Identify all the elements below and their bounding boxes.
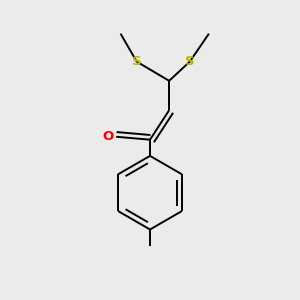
Text: S: S (132, 55, 142, 68)
Text: O: O (103, 130, 114, 143)
Text: S: S (185, 55, 195, 68)
